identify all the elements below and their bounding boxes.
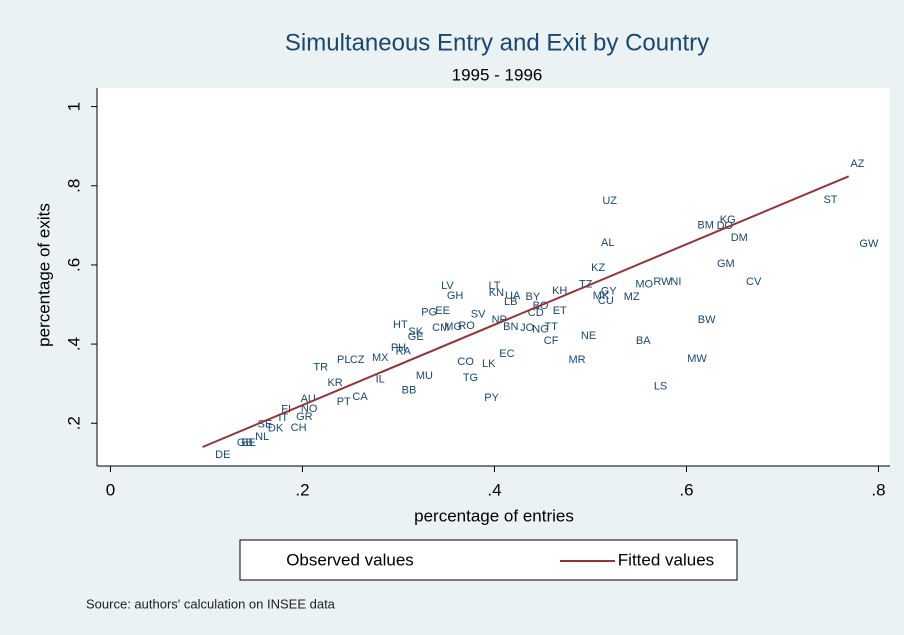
point-label: CV	[746, 276, 762, 288]
point-label: BA	[636, 335, 651, 347]
point-label: CZ	[350, 354, 365, 366]
point-label: MU	[416, 370, 433, 382]
point-label: NG	[532, 324, 549, 336]
y-tick-label: .8	[64, 179, 83, 193]
y-axis-label: percentage of exits	[34, 203, 53, 347]
point-label: GH	[447, 290, 464, 302]
point-label: IT	[278, 412, 288, 424]
point-label: GM	[717, 258, 735, 270]
point-label: FI	[281, 404, 291, 416]
point-label: BW	[698, 314, 716, 326]
point-label: RW	[653, 276, 672, 288]
y-tick-label: .4	[64, 337, 83, 351]
point-label: BN	[503, 321, 518, 333]
point-label: GW	[859, 238, 879, 250]
point-label: HT	[393, 319, 408, 331]
point-label: PT	[337, 396, 351, 408]
y-tick-label: .6	[64, 258, 83, 272]
point-label: LK	[482, 358, 496, 370]
point-label: CO	[457, 356, 474, 368]
point-label: PY	[484, 392, 499, 404]
point-label: KN	[489, 287, 504, 299]
x-tick-label: .6	[679, 480, 693, 499]
point-label: MR	[568, 354, 585, 366]
point-label: PG	[421, 306, 437, 318]
point-label: GR	[296, 411, 313, 423]
point-label: DE	[215, 449, 230, 461]
point-label: JO	[520, 322, 535, 334]
point-label: SK	[408, 326, 423, 338]
point-label: LT	[488, 280, 500, 292]
point-label: MK	[593, 290, 610, 302]
point-label: NE	[581, 330, 596, 342]
point-label: ET	[553, 305, 567, 317]
point-label: CU	[598, 295, 614, 307]
point-label: PL	[337, 354, 350, 366]
point-label: LV	[441, 280, 454, 292]
point-label: KZ	[591, 262, 605, 274]
point-label: NL	[255, 431, 269, 443]
point-label: DK	[268, 423, 284, 435]
y-tick-label: .2	[64, 416, 83, 430]
legend-label: Observed values	[286, 550, 414, 569]
point-label: NI	[670, 276, 681, 288]
point-label: MO	[635, 279, 653, 291]
y-tick-label: 1	[64, 102, 83, 111]
point-label: RA	[396, 346, 412, 358]
point-label: CF	[544, 335, 559, 347]
point-label: PH	[391, 342, 406, 354]
x-tick-label: .4	[487, 480, 501, 499]
point-label: LB	[504, 296, 517, 308]
source-note: Source: authors' calculation on INSEE da…	[86, 596, 336, 611]
point-label: TG	[463, 372, 478, 384]
fitted-line	[202, 175, 850, 448]
point-label: RO	[458, 320, 475, 332]
point-label: MZ	[624, 291, 640, 303]
point-label: EE	[435, 305, 450, 317]
point-label: MG	[444, 321, 462, 333]
point-label: EC	[499, 348, 514, 360]
point-label: MX	[372, 352, 389, 364]
point-label: MW	[687, 353, 707, 365]
point-label: TR	[313, 362, 328, 374]
point-label: LS	[654, 381, 667, 393]
point-label: KR	[327, 377, 342, 389]
point-label: BE	[241, 437, 256, 449]
point-label: BB	[402, 385, 417, 397]
point-label: GB	[237, 437, 253, 449]
point-label: IL	[376, 374, 385, 386]
point-label: CM	[432, 322, 449, 334]
point-label: SV	[471, 308, 486, 320]
chart-subtitle: 1995 - 1996	[452, 65, 543, 84]
point-label: ST	[823, 194, 837, 206]
point-label: AL	[601, 237, 614, 249]
point-label: UZ	[602, 195, 617, 207]
point-label: GE	[408, 331, 424, 343]
point-label: CH	[291, 422, 307, 434]
point-label: BY	[526, 291, 541, 303]
legend-label: Fitted values	[618, 550, 714, 569]
x-tick-label: .2	[295, 480, 309, 499]
plot-area	[97, 88, 890, 466]
x-tick-label: .8	[871, 480, 885, 499]
point-label: KH	[552, 285, 567, 297]
point-label: AZ	[850, 158, 864, 170]
point-label: TT	[544, 321, 558, 333]
point-label: NO	[301, 403, 318, 415]
point-label: CA	[352, 391, 368, 403]
point-label: BM	[697, 219, 714, 231]
legend	[239, 539, 738, 581]
point-label: DM	[731, 232, 748, 244]
x-tick-label: 0	[106, 480, 115, 499]
x-axis-label: percentage of entries	[414, 506, 574, 525]
point-label: UA	[505, 290, 521, 302]
point-label: KG	[720, 214, 736, 226]
point-label: GY	[601, 286, 618, 298]
chart-title: Simultaneous Entry and Exit by Country	[285, 29, 709, 56]
